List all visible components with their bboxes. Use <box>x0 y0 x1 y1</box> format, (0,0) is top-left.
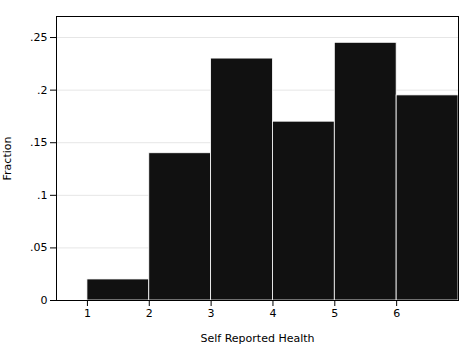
svg-text:.1: .1 <box>37 189 48 202</box>
svg-text:Fraction: Fraction <box>1 137 14 181</box>
svg-text:0: 0 <box>41 294 48 307</box>
svg-text:2: 2 <box>146 307 153 320</box>
svg-text:4: 4 <box>269 307 276 320</box>
svg-text:6: 6 <box>393 307 400 320</box>
svg-text:.25: .25 <box>30 31 48 44</box>
svg-text:.15: .15 <box>30 136 48 149</box>
svg-text:Self Reported Health: Self Reported Health <box>200 332 314 344</box>
svg-text:.05: .05 <box>30 241 48 254</box>
svg-text:5: 5 <box>331 307 338 320</box>
svg-text:.2: .2 <box>37 84 48 97</box>
svg-text:1: 1 <box>84 307 91 320</box>
svg-text:3: 3 <box>208 307 215 320</box>
